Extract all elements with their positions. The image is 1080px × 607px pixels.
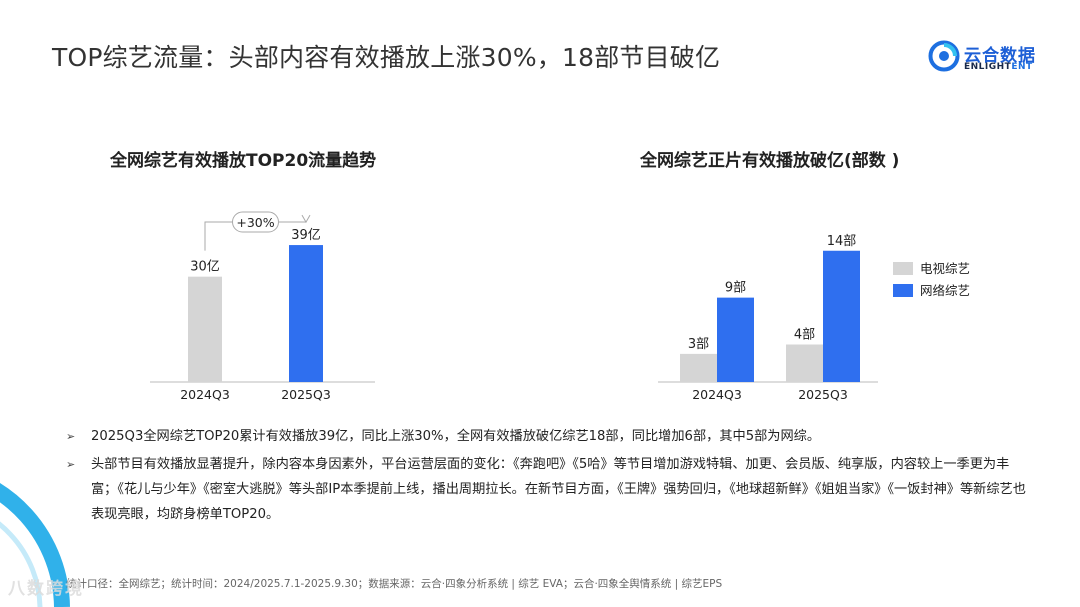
bar-value-label: 4部 [794,328,815,343]
brand-logo: 云合数据 ENLIGHTENT [928,40,1048,80]
legend-swatch [893,284,913,297]
watermark: 八数跨境 [8,579,84,599]
bar-电视综艺-2024Q3 [680,353,717,382]
arrow-bullet-icon: ➢ [66,458,76,471]
growth-badge [232,211,279,233]
bullet-text: 2025Q3全网综艺TOP20累计有效播放39亿，同比上涨30%，全网有效播放破… [91,429,821,444]
legend-label: 电视综艺 [920,261,970,276]
arrow-bullet-icon: ➢ [66,430,76,443]
logo-text-cn: 云合数据 [964,46,1036,66]
x-tick-label: 2024Q3 [692,387,742,402]
bar-2024Q3 [188,276,222,382]
bar-value-label: 9部 [725,281,746,296]
x-tick-label: 2025Q3 [281,387,331,402]
bullet-text: 头部节目有效播放显著提升，除内容本身因素外，平台运营层面的变化：《奔跑吧》《5哈… [91,457,1026,522]
bar-value-label: 3部 [688,337,709,352]
bar-网络综艺-2025Q3 [823,250,860,382]
legend-swatch [893,262,913,275]
bar-value-label: 30亿 [190,260,220,275]
bar-value-label: 39亿 [291,228,321,243]
logo-text-en: ENLIGHTENT [964,62,1033,72]
legend-label: 网络综艺 [920,283,970,298]
bar-2025Q3 [289,245,323,382]
chart2-title: 全网综艺正片有效播放破亿(部数 ) [640,151,900,171]
source-footnote: 统计口径：全网综艺；统计时间：2024/2025.7.1-2025.9.30；数… [66,578,723,590]
bullet-item: ➢ 2025Q3全网综艺TOP20累计有效播放39亿，同比上涨30%，全网有效播… [66,424,1026,449]
connector-arrowhead [301,214,311,224]
chart1-title: 全网综艺有效播放TOP20流量趋势 [110,151,377,171]
bullet-list: ➢ 2025Q3全网综艺TOP20累计有效播放39亿，同比上涨30%，全网有效播… [66,424,1026,530]
chart1-traffic-trend: 30亿 2024Q3 39亿 2025Q3 +30% [150,211,375,402]
x-tick-label: 2025Q3 [798,387,848,402]
bar-电视综艺-2025Q3 [786,344,823,382]
bar-网络综艺-2024Q3 [717,297,754,382]
logo-text-en-a: ENLIGHT [964,62,1012,72]
growth-annotation: +30% [236,215,274,230]
bullet-item: ➢ 头部节目有效播放显著提升，除内容本身因素外，平台运营层面的变化：《奔跑吧》《… [66,452,1026,527]
page-title: TOP综艺流量：头部内容有效播放上涨30%，18部节目破亿 [52,43,721,72]
x-tick-label: 2024Q3 [180,387,230,402]
logo-text-en-b: ENT [1011,62,1033,72]
logo-icon [928,40,960,72]
bar-value-label: 14部 [827,234,857,249]
